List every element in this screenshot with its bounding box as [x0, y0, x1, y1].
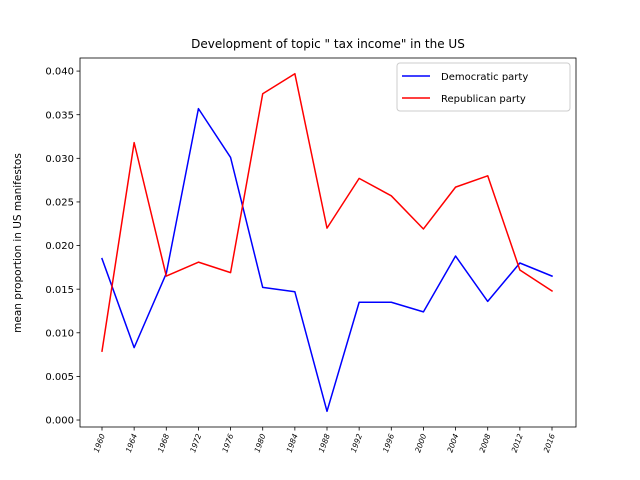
y-tick-label: 0.000 [45, 416, 74, 427]
y-tick-label: 0.035 [45, 110, 74, 121]
legend-label: Democratic party [441, 72, 528, 83]
legend-label: Republican party [441, 94, 526, 105]
y-tick-label: 0.030 [45, 154, 74, 165]
y-axis-label: mean proportion in US manifestos [12, 153, 24, 333]
legend-box [396, 62, 571, 112]
y-tick-label: 0.025 [45, 198, 74, 209]
axes-frame [79, 57, 577, 428]
y-tick-label: 0.010 [45, 328, 74, 339]
y-tick-label: 0.005 [45, 372, 74, 383]
y-tick-label: 0.015 [45, 285, 74, 296]
chart-title: Development of topic " tax income" in th… [191, 37, 465, 51]
series-line-republican [101, 72, 554, 352]
series-line-democratic [101, 107, 553, 413]
y-tick-label: 0.020 [45, 241, 74, 252]
y-tick-label: 0.040 [45, 67, 74, 78]
